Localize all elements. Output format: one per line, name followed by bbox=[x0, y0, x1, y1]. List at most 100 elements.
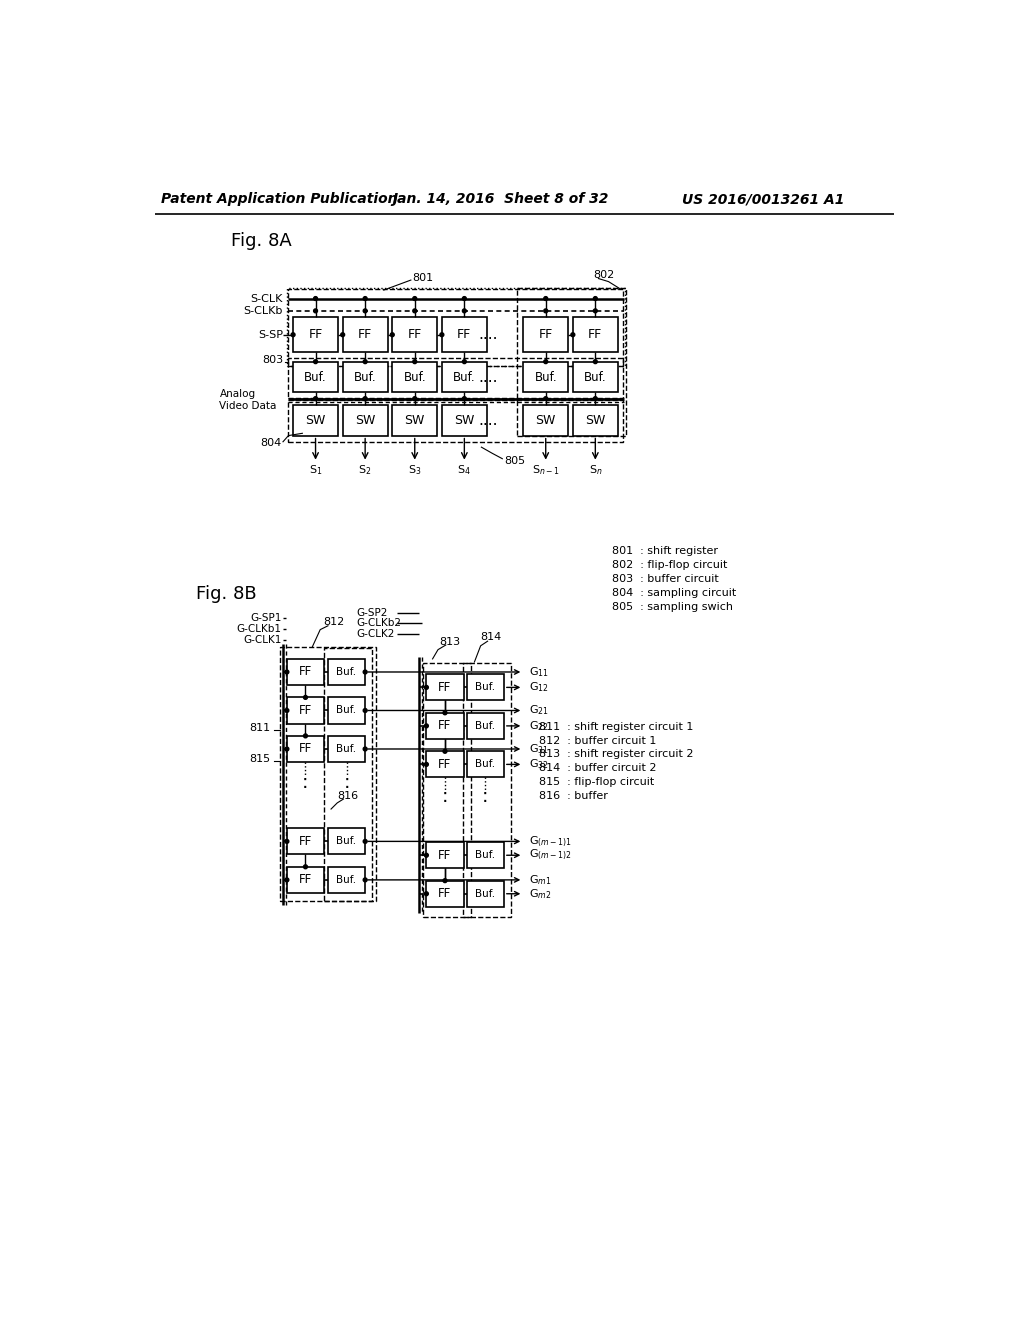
Text: Patent Application Publication: Patent Application Publication bbox=[161, 193, 397, 206]
Bar bbox=[343, 405, 388, 436]
Circle shape bbox=[463, 360, 466, 363]
Circle shape bbox=[364, 309, 367, 313]
Text: FF: FF bbox=[299, 874, 312, 887]
Text: G$_{12}$: G$_{12}$ bbox=[529, 681, 549, 694]
Circle shape bbox=[313, 297, 317, 301]
Text: S$_4$: S$_4$ bbox=[458, 463, 471, 477]
Text: Buf.: Buf. bbox=[475, 759, 496, 770]
Circle shape bbox=[313, 397, 317, 400]
Text: 812  : buffer circuit 1: 812 : buffer circuit 1 bbox=[539, 735, 656, 746]
Bar bbox=[293, 317, 338, 352]
Circle shape bbox=[424, 685, 428, 689]
Text: ....: .... bbox=[478, 327, 498, 342]
Text: S-SP: S-SP bbox=[258, 330, 283, 339]
Text: G$_{(m-1)2}$: G$_{(m-1)2}$ bbox=[529, 847, 572, 862]
Circle shape bbox=[364, 297, 367, 301]
Text: 802: 802 bbox=[593, 269, 614, 280]
Text: SW: SW bbox=[455, 413, 474, 426]
Circle shape bbox=[424, 723, 428, 727]
Text: FF: FF bbox=[438, 681, 452, 694]
Text: Buf.: Buf. bbox=[453, 371, 476, 384]
Circle shape bbox=[285, 840, 289, 843]
Bar bbox=[287, 288, 625, 367]
Text: 802  : flip-flop circuit: 802 : flip-flop circuit bbox=[612, 560, 728, 570]
Circle shape bbox=[303, 734, 307, 738]
Text: :: : bbox=[441, 787, 449, 807]
Bar bbox=[287, 697, 324, 723]
Circle shape bbox=[413, 397, 417, 400]
Bar bbox=[572, 317, 617, 352]
Bar bbox=[289, 400, 624, 442]
Text: FF: FF bbox=[438, 887, 452, 900]
Text: Buf.: Buf. bbox=[475, 682, 496, 693]
Text: FF: FF bbox=[458, 329, 471, 342]
Text: G$_{(m-1)1}$: G$_{(m-1)1}$ bbox=[529, 834, 572, 849]
Bar bbox=[287, 659, 324, 685]
Text: G$_{11}$: G$_{11}$ bbox=[529, 665, 549, 678]
Text: Buf.: Buf. bbox=[304, 371, 327, 384]
Text: G-SP2: G-SP2 bbox=[356, 607, 388, 618]
Bar bbox=[392, 405, 437, 436]
Text: G-CLK2: G-CLK2 bbox=[356, 630, 395, 639]
Circle shape bbox=[544, 297, 548, 301]
Circle shape bbox=[544, 309, 548, 313]
Bar bbox=[442, 405, 486, 436]
Text: G-CLKb2: G-CLKb2 bbox=[356, 619, 401, 628]
Circle shape bbox=[544, 360, 548, 363]
Text: G$_{22}$: G$_{22}$ bbox=[529, 719, 549, 733]
Bar bbox=[442, 317, 486, 352]
Text: G$_{32}$: G$_{32}$ bbox=[529, 758, 549, 771]
Text: SW: SW bbox=[585, 413, 605, 426]
Text: Buf.: Buf. bbox=[337, 744, 356, 754]
Text: 801: 801 bbox=[412, 273, 433, 282]
Circle shape bbox=[463, 397, 466, 400]
Bar bbox=[392, 362, 437, 392]
Text: S$_{n-1}$: S$_{n-1}$ bbox=[531, 463, 560, 477]
Text: 814: 814 bbox=[480, 632, 502, 643]
Text: 814  : buffer circuit 2: 814 : buffer circuit 2 bbox=[539, 763, 656, 774]
Text: FF: FF bbox=[438, 849, 452, 862]
Text: G-CLKb1: G-CLKb1 bbox=[237, 624, 282, 634]
Circle shape bbox=[424, 892, 428, 896]
Text: Jan. 14, 2016  Sheet 8 of 32: Jan. 14, 2016 Sheet 8 of 32 bbox=[392, 193, 608, 206]
Bar bbox=[426, 880, 464, 907]
Bar bbox=[426, 713, 464, 739]
Bar bbox=[572, 405, 617, 436]
Text: 815: 815 bbox=[250, 754, 270, 764]
Circle shape bbox=[364, 840, 367, 843]
Circle shape bbox=[593, 397, 597, 400]
Text: FF: FF bbox=[438, 758, 452, 771]
Circle shape bbox=[285, 747, 289, 751]
Text: S-CLKb: S-CLKb bbox=[244, 306, 283, 315]
Text: G$_{m2}$: G$_{m2}$ bbox=[529, 887, 552, 900]
Bar bbox=[426, 751, 464, 777]
Text: SW: SW bbox=[355, 413, 376, 426]
Text: FF: FF bbox=[308, 329, 323, 342]
Text: 803: 803 bbox=[262, 355, 283, 366]
Text: :: : bbox=[343, 772, 350, 792]
Circle shape bbox=[291, 333, 295, 337]
Bar bbox=[328, 867, 366, 892]
Bar bbox=[289, 358, 624, 397]
Bar bbox=[293, 362, 338, 392]
Text: S$_n$: S$_n$ bbox=[589, 463, 602, 477]
Bar bbox=[328, 737, 366, 762]
Text: G-CLK1: G-CLK1 bbox=[243, 635, 282, 644]
Bar bbox=[289, 289, 624, 367]
Text: Buf.: Buf. bbox=[403, 371, 426, 384]
Bar bbox=[426, 842, 464, 869]
Text: SW: SW bbox=[536, 413, 556, 426]
Text: 813: 813 bbox=[439, 638, 460, 647]
Text: 813  : shift register circuit 2: 813 : shift register circuit 2 bbox=[539, 750, 693, 759]
Text: 804: 804 bbox=[260, 438, 282, 449]
Text: ....: .... bbox=[478, 413, 498, 428]
Bar bbox=[517, 288, 626, 436]
Text: Buf.: Buf. bbox=[337, 705, 356, 715]
Bar bbox=[572, 362, 617, 392]
Text: :: : bbox=[302, 772, 308, 792]
Text: 805: 805 bbox=[504, 455, 525, 466]
Text: Buf.: Buf. bbox=[584, 371, 606, 384]
Text: 812: 812 bbox=[323, 616, 344, 627]
Circle shape bbox=[593, 360, 597, 363]
Bar bbox=[523, 362, 568, 392]
